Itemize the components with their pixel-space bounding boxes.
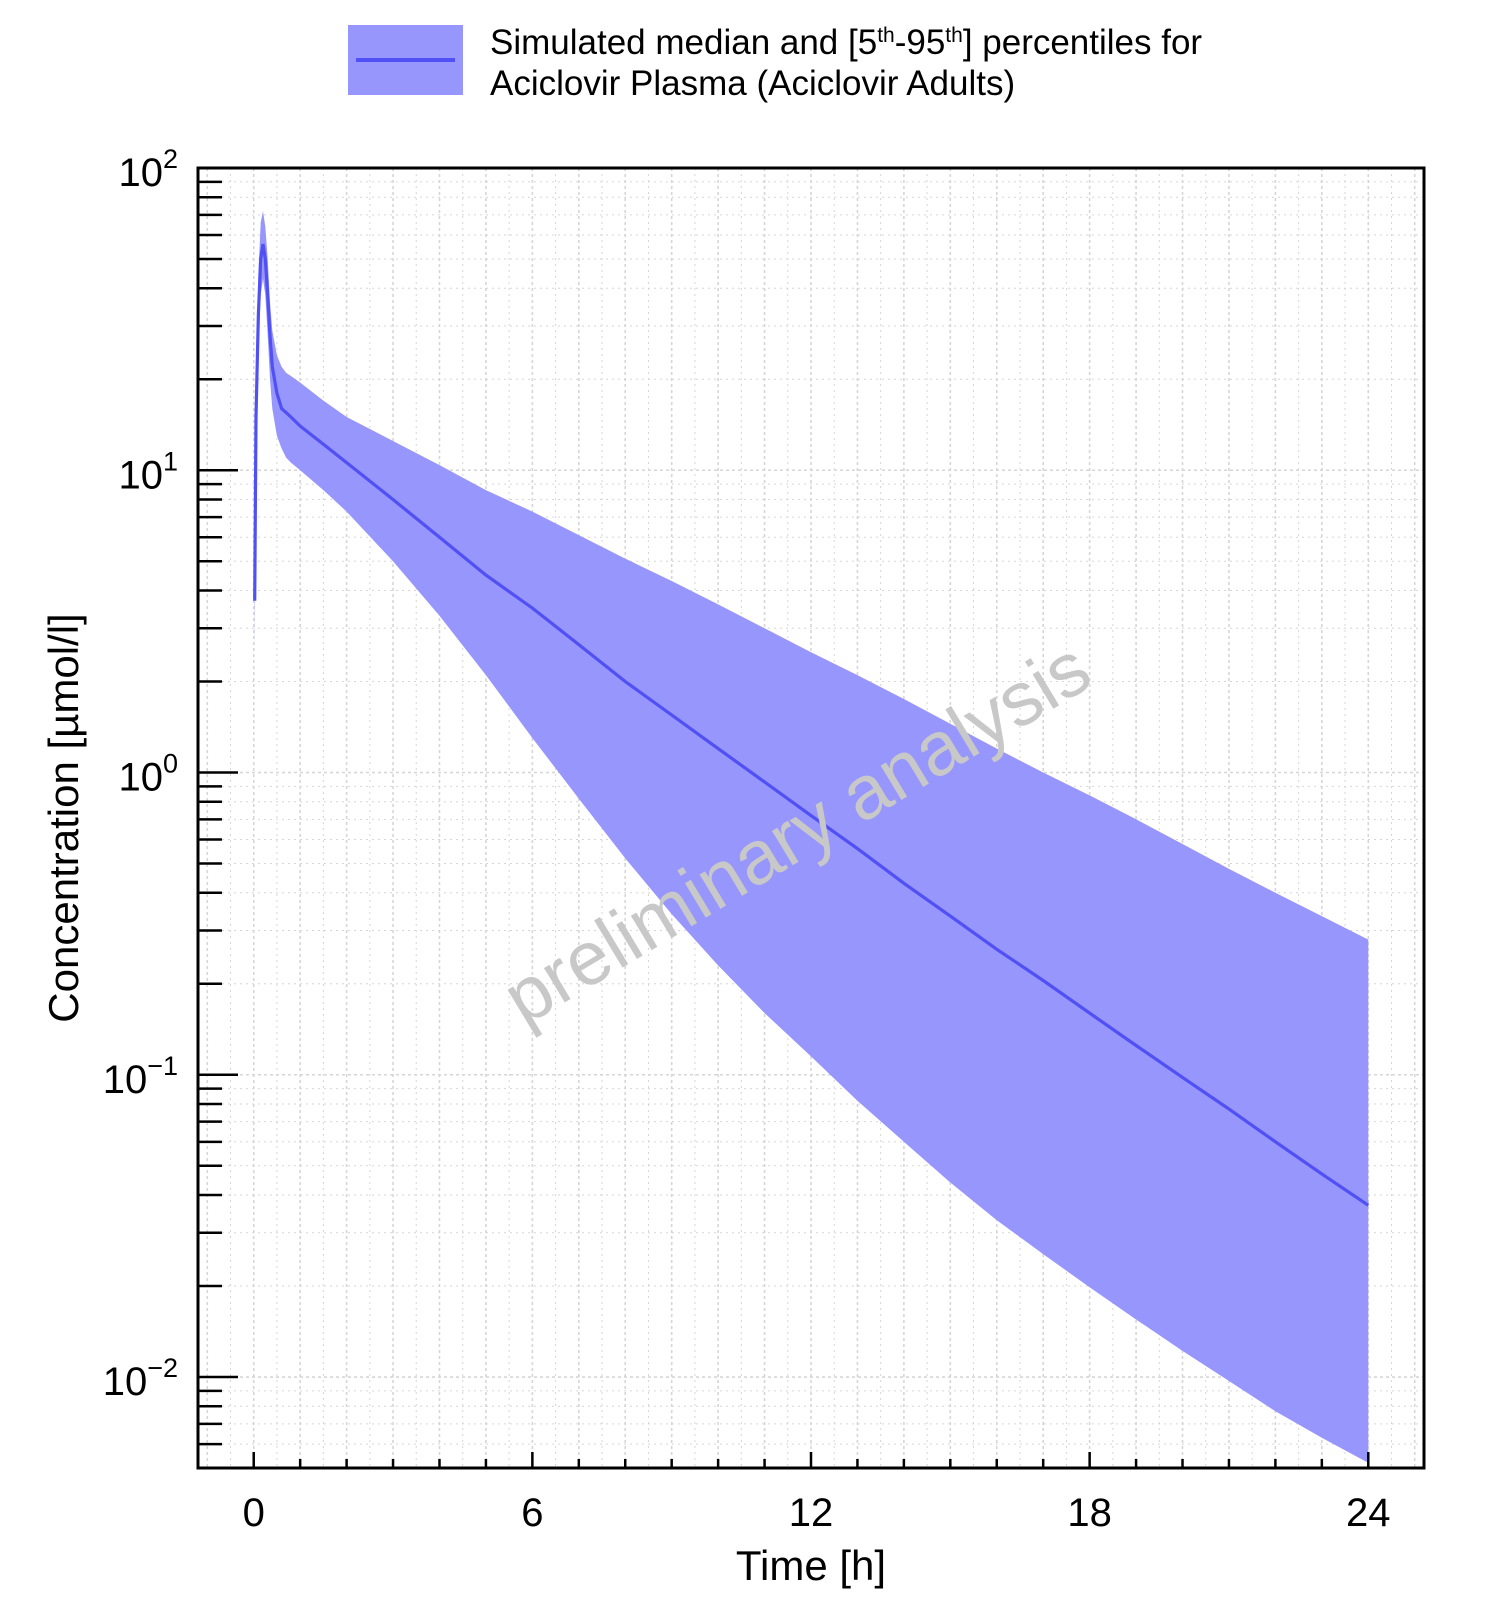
y-tick-label: 10−2 bbox=[103, 1353, 178, 1404]
y-tick-label: 100 bbox=[118, 749, 178, 800]
y-tick-label: 102 bbox=[118, 144, 178, 195]
legend: Simulated median and [5th-95th] percenti… bbox=[348, 23, 1202, 103]
y-tick-label: 101 bbox=[118, 446, 178, 497]
x-tick-labels: 0 6 12 18 24 bbox=[243, 1491, 1391, 1535]
x-tick-label: 0 bbox=[243, 1491, 265, 1535]
y-tick-labels: 102 101 100 10−1 10−2 bbox=[103, 144, 178, 1404]
percentile-band bbox=[254, 211, 1369, 1463]
y-axis-title: Concentration [µmol/l] bbox=[40, 613, 87, 1022]
x-tick-label: 24 bbox=[1346, 1491, 1391, 1535]
x-tick-label: 6 bbox=[521, 1491, 543, 1535]
ticks bbox=[198, 166, 1370, 1470]
x-tick-label: 18 bbox=[1067, 1491, 1112, 1535]
x-axis-title: Time [h] bbox=[736, 1542, 886, 1589]
x-tick-label: 12 bbox=[789, 1491, 834, 1535]
legend-line-1: Simulated median and [5th-95th] percenti… bbox=[490, 23, 1202, 62]
median-line bbox=[253, 243, 1370, 1207]
legend-line-2: Aciclovir Plasma (Aciclovir Adults) bbox=[490, 64, 1015, 103]
y-tick-label: 10−1 bbox=[103, 1051, 178, 1102]
